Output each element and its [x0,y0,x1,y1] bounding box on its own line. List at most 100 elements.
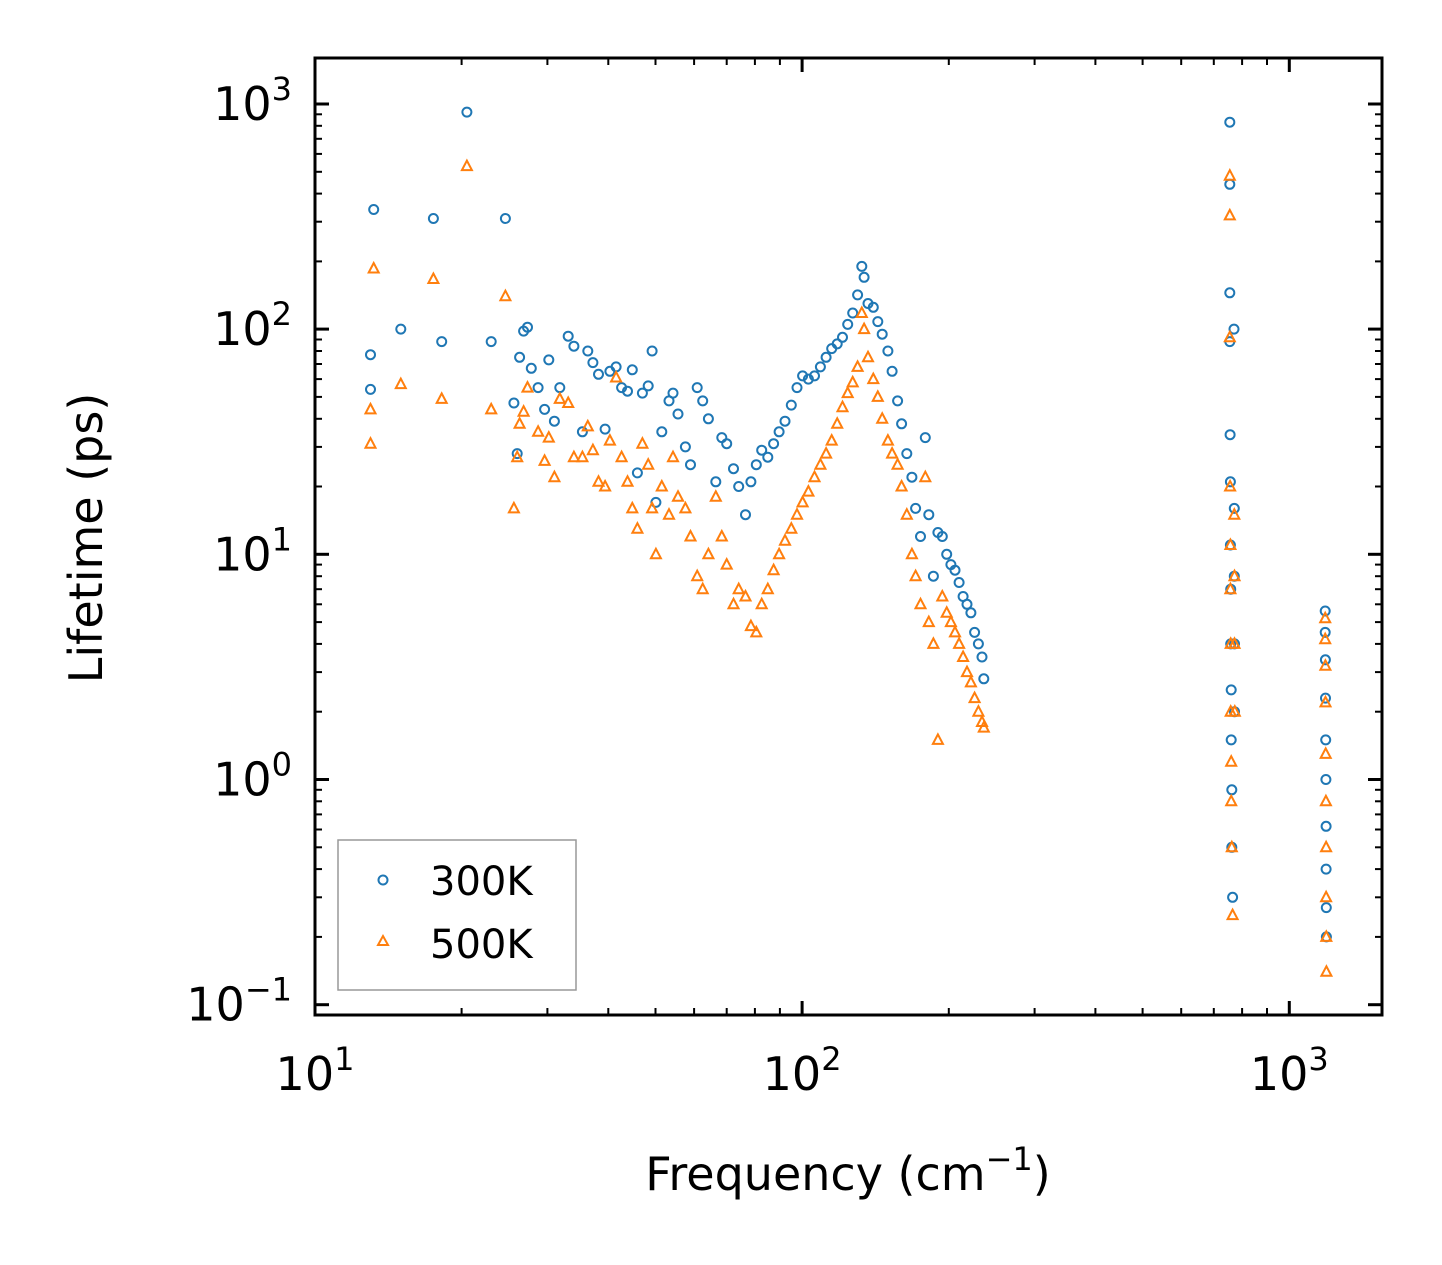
data-point-500K [726,596,741,610]
data-point-500K [547,469,562,483]
x-tick-label: 103 [1250,1040,1329,1101]
data-point-500K [709,489,723,502]
data-point-500K [696,581,710,595]
data-point-300K [1224,476,1236,488]
data-point-500K [655,478,669,492]
data-point-500K [516,404,531,417]
data-point-300K [685,459,696,471]
legend: 300K 500K [337,839,577,991]
y-tick-label: 101 [213,520,292,581]
data-point-500K [795,494,810,508]
data-point-500K [922,614,936,628]
data-point-500K [926,636,941,649]
data-point-300K [485,336,497,348]
data-point-300K [626,364,638,376]
data-point-300K [842,318,854,330]
data-point-500K [537,453,552,466]
data-point-300K [514,351,526,363]
data-point-500K [732,581,746,595]
x-axis-label: Frequency (cm−1) [645,1140,1050,1201]
data-point-500K [755,596,769,610]
data-point-300K [867,301,879,313]
data-point-300K [697,395,709,407]
data-point-500K [1319,889,1333,903]
data-point-300K [882,345,894,357]
data-point-300K [953,577,965,588]
data-point-500K [701,546,716,560]
data-point-300K [548,415,560,427]
data-point-300K [508,397,520,409]
data-point-500K [581,418,595,432]
data-point-300K [593,368,604,380]
data-point-300K [710,476,722,488]
data-point-300K [906,471,918,483]
data-point-500K [1227,507,1241,520]
data-point-500K [683,528,698,542]
data-point-300K [1319,605,1331,617]
data-point-300K [756,444,768,456]
data-point-300K [539,403,551,415]
data-point-300K [896,418,908,430]
data-point-300K [910,502,922,514]
data-point-300K [1226,784,1238,796]
data-point-300K [876,328,888,340]
data-point-300K [728,463,739,475]
data-point-300K [582,345,594,357]
data-point-300K [733,481,745,492]
data-point-500K [1319,839,1333,853]
data-point-300K [436,336,448,348]
data-point-300K [499,213,511,224]
data-point-300K [762,451,774,463]
data-point-300K [568,340,580,352]
data-point-500K [801,483,816,497]
data-point-500K [841,385,855,399]
data-point-500K [1227,568,1242,582]
data-point-500K [778,533,792,546]
data-point-300K [791,382,803,394]
data-point-500K [426,271,441,284]
data-point-500K [649,546,663,560]
data-point-500K [819,445,833,459]
y-tick-label: 102 [213,295,292,356]
data-point-300K [779,415,791,427]
data-point-300K [837,331,848,343]
data-point-300K [622,385,633,397]
data-point-300K [562,330,574,342]
data-point-300K [1320,820,1332,832]
data-point-500K [1223,581,1238,595]
data-point-500K [977,719,991,733]
data-point-300K [901,448,913,460]
data-point-500K [715,528,729,542]
data-point-300K [599,423,611,435]
data-point-500K [363,401,378,415]
data-point-500K [913,596,928,610]
data-point-500K [931,732,945,745]
data-point-500K [900,507,914,520]
data-point-300K [936,531,948,542]
data-point-500K [591,474,606,487]
data-point-300K [820,351,832,363]
data-point-300K [978,673,990,685]
legend-300K-label: 300K [430,859,534,905]
data-point-500K [1319,793,1333,807]
data-point-300K [365,349,376,361]
data-point-500K [908,568,923,582]
series-300K-points [365,106,1332,943]
data-point-500K [498,288,513,302]
data-point-300K [802,373,814,385]
data-point-500K [830,416,844,429]
data-point-500K [603,432,617,446]
data-point-500K [1319,929,1333,942]
data-point-300K [368,204,380,215]
y-axis-label: Lifetime (ps) [59,393,113,684]
data-point-500K [1223,537,1238,550]
data-point-300K [941,548,953,560]
data-point-500K [553,391,567,404]
data-point-500K [855,305,869,318]
data-point-300K [961,598,973,610]
data-point-500K [861,349,875,363]
data-point-300K [872,316,884,328]
data-point-500K [918,469,932,483]
data-point-500K [784,521,798,534]
